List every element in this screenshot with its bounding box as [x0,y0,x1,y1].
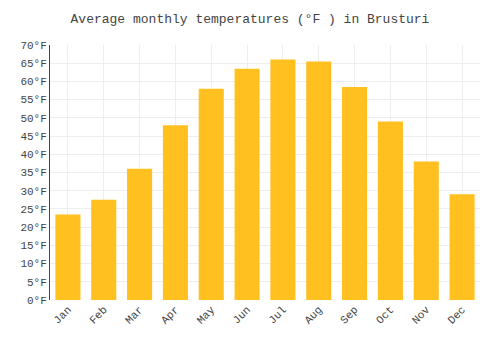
svg-text:25°F: 25°F [20,204,46,216]
svg-text:Jun: Jun [231,304,253,326]
svg-text:Mar: Mar [123,304,145,326]
svg-text:5°F: 5°F [27,277,47,289]
svg-text:45°F: 45°F [20,131,46,143]
svg-text:Dec: Dec [446,304,468,326]
svg-text:Average monthly temperatures (: Average monthly temperatures (°F ) in Br… [71,12,430,27]
svg-text:Nov: Nov [410,304,433,327]
svg-text:0°F: 0°F [27,295,47,307]
svg-text:Feb: Feb [87,304,109,326]
svg-text:65°F: 65°F [20,58,46,70]
svg-text:10°F: 10°F [20,258,46,270]
svg-text:70°F: 70°F [20,40,46,52]
svg-text:Aug: Aug [302,304,324,326]
svg-text:May: May [195,304,218,327]
svg-text:Jan: Jan [51,304,73,326]
svg-text:15°F: 15°F [20,240,46,252]
svg-text:40°F: 40°F [20,149,46,161]
svg-text:60°F: 60°F [20,76,46,88]
svg-text:Apr: Apr [159,304,181,326]
svg-text:55°F: 55°F [20,94,46,106]
svg-text:Sep: Sep [338,304,360,326]
svg-text:30°F: 30°F [20,186,46,198]
svg-text:50°F: 50°F [20,113,46,125]
svg-text:Oct: Oct [374,304,396,326]
svg-text:20°F: 20°F [20,222,46,234]
svg-text:35°F: 35°F [20,167,46,179]
svg-text:Jul: Jul [266,304,288,326]
